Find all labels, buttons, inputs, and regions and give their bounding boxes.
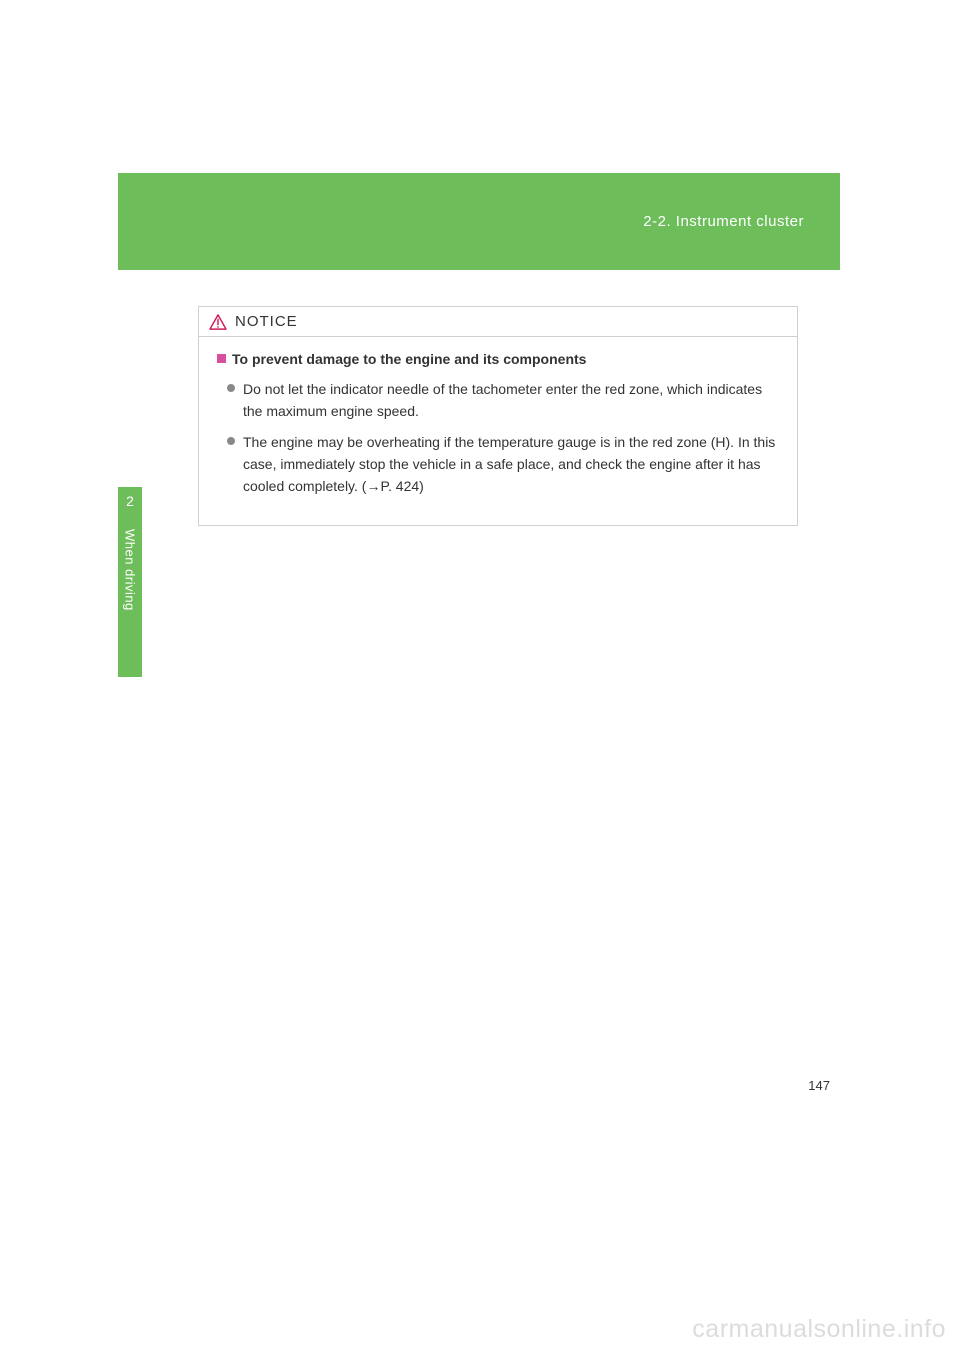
section-banner: 2-2. Instrument cluster	[118, 173, 840, 270]
notice-heading: To prevent damage to the engine and its …	[232, 351, 586, 367]
manual-page: 2-2. Instrument cluster NOTICE To preven…	[0, 0, 960, 1358]
notice-bullet: The engine may be overheating if the tem…	[227, 432, 779, 497]
notice-body: To prevent damage to the engine and its …	[199, 337, 797, 525]
notice-box: NOTICE To prevent damage to the engine a…	[198, 306, 798, 526]
page-number: 147	[808, 1078, 830, 1093]
notice-title: NOTICE	[235, 313, 298, 330]
notice-heading-row: To prevent damage to the engine and its …	[217, 351, 779, 367]
side-tab-label: When driving	[123, 529, 138, 611]
warning-triangle-icon	[209, 314, 227, 330]
side-tab-number: 2	[126, 493, 134, 509]
notice-bullet-text: Do not let the indicator needle of the t…	[243, 379, 779, 422]
side-tab: 2 When driving	[118, 487, 142, 677]
notice-bullet-text: The engine may be overheating if the tem…	[243, 432, 779, 497]
bullet-marker-icon	[227, 384, 235, 392]
section-label: 2-2. Instrument cluster	[643, 213, 804, 230]
notice-bullet: Do not let the indicator needle of the t…	[227, 379, 779, 422]
bullet-marker-icon	[227, 437, 235, 445]
notice-header: NOTICE	[199, 307, 797, 337]
watermark-text: carmanualsonline.info	[692, 1315, 946, 1344]
square-marker-icon	[217, 354, 226, 363]
